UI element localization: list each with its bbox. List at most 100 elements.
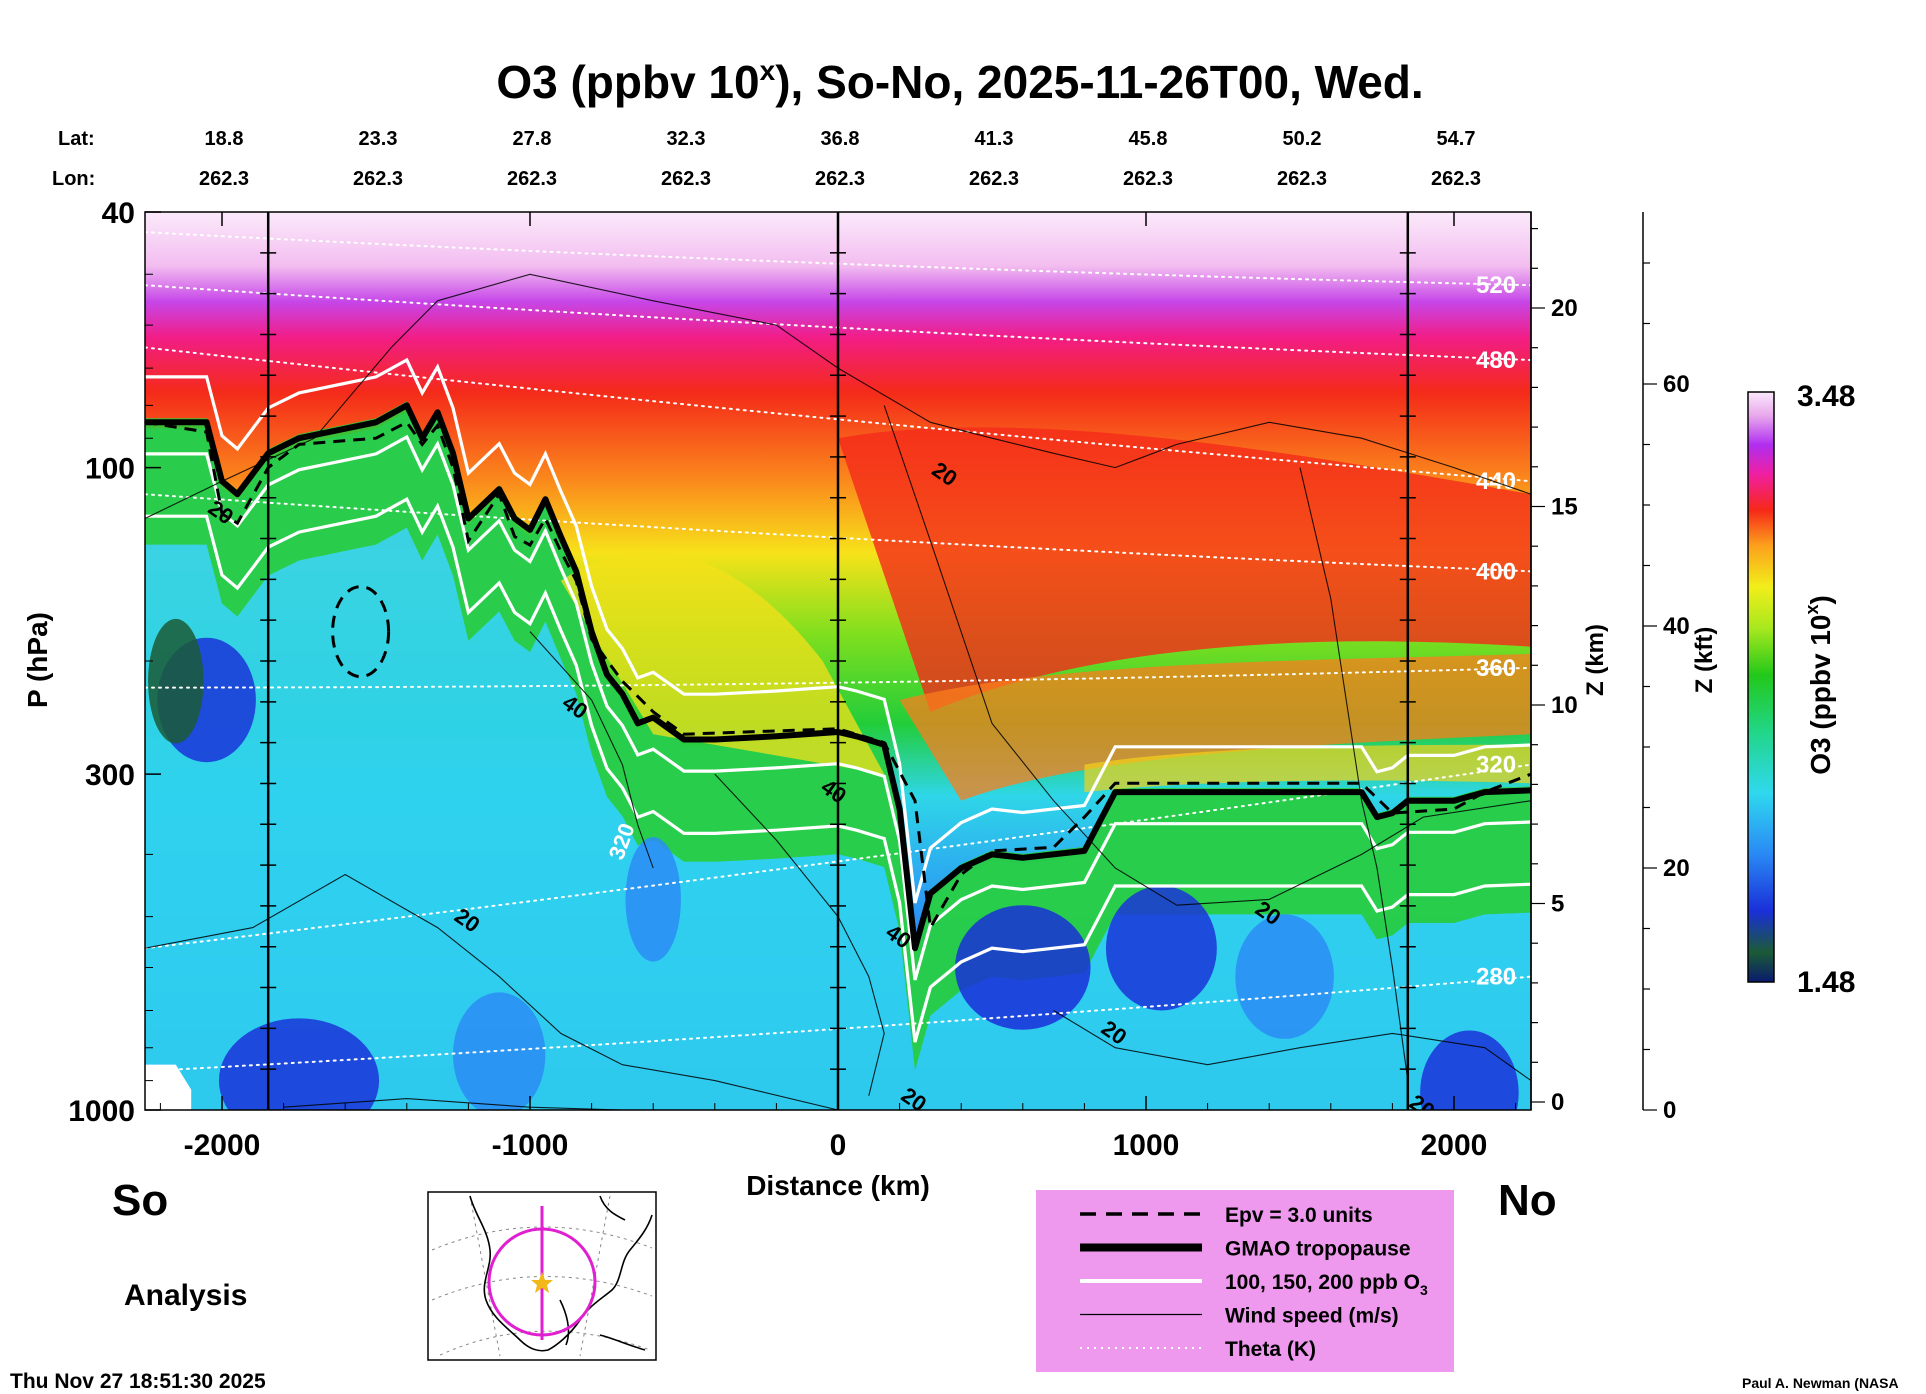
lat-value: 23.3 [359,128,398,150]
z-km-tick-label: 10 [1551,692,1578,719]
colorbar-min: 1.48 [1797,966,1855,999]
x-tick-label: 2000 [1421,1129,1488,1162]
x-tick-label: 1000 [1113,1129,1180,1162]
lat-value: 18.8 [205,128,244,150]
wind-speed-contour [1299,467,1409,1081]
y-axis-label: P (hPa) [22,612,53,708]
colorbar [1747,391,1775,983]
lon-label: Lon: [52,168,95,190]
north-label: No [1498,1176,1557,1225]
x-axis: -2000 -1000 0 1000 2000 [159,212,1517,1162]
x-axis-label: Distance (km) [746,1170,930,1201]
z-kft-tick-label: 60 [1663,371,1690,398]
y-tick-label: 1000 [68,1095,135,1128]
z-km-axis: 0 5 10 15 20 [1530,212,1578,1116]
x-tick-label: -2000 [184,1129,261,1162]
legend-label: Epv = 3.0 units [1225,1204,1373,1227]
x-tick-label: -1000 [492,1129,569,1162]
wind-speed-contour [145,273,1531,519]
z-km-tick-label: 15 [1551,494,1578,521]
z-kft-tick-label: 40 [1663,613,1690,640]
south-label: So [112,1176,168,1225]
theta-label: 520 [1476,272,1516,299]
lon-value: 262.3 [661,168,711,190]
lat-value: 36.8 [821,128,860,150]
analysis-label: Analysis [124,1279,247,1312]
z-kft-axis-label: Z (kft) [1691,627,1718,694]
lat-value: 45.8 [1129,128,1168,150]
low-ozone-pocket [625,837,681,962]
z-kft-tick-label: 0 [1663,1097,1676,1124]
low-ozone-pocket [453,992,546,1110]
legend-label: 100, 150, 200 ppb O3 [1225,1271,1428,1298]
cross-section-markers [260,212,1416,1110]
wind-speed-contour [283,1098,623,1110]
low-ozone-pocket [1105,885,1217,1011]
x-tick-label: 0 [830,1129,847,1162]
lon-value: 262.3 [815,168,865,190]
timestamp: Thu Nov 27 18:51:30 2025 [10,1370,266,1393]
epv-contour [145,420,1531,933]
epv-contour-loop [331,585,391,679]
lat-value: 41.3 [975,128,1014,150]
colorbar-max: 3.48 [1797,380,1855,413]
lon-value: 262.3 [1123,168,1173,190]
inset-map [427,1191,657,1361]
y-tick-label: 40 [102,197,135,230]
z-km-axis-label: Z (km) [1582,624,1609,696]
theta-label: 360 [1476,655,1516,682]
theta-label: 280 [1476,964,1516,991]
center-star-icon [531,1272,553,1293]
wind-speed-contour [714,773,885,1096]
north-america-outline [469,1195,653,1352]
lat-lon-values: 18.8 262.3 23.3 262.3 27.8 262.3 32.3 262.3 36.8… [199,128,1481,190]
y-axis: 40 100 300 1000 [68,197,161,1128]
chart-title: O3 (ppbv 10x), So-No, 2025-11-26T00, Wed… [496,55,1423,108]
o3-ppb-contour [145,357,1531,904]
lat-value: 32.3 [667,128,706,150]
wind-speed-contour [883,405,1531,906]
lon-value: 262.3 [353,168,403,190]
colorbar-label: O3 (ppbv 10x) [1802,595,1836,775]
z-km-tick-label: 0 [1551,1089,1564,1116]
low-ozone-pocket [1235,914,1334,1039]
low-ozone-pocket [218,1018,380,1110]
lon-value: 262.3 [969,168,1019,190]
wind-speed-contour [145,873,839,1110]
theta-label: 320 [1476,752,1516,779]
lat-value: 54.7 [1437,128,1476,150]
ozone-red-core [838,427,1531,712]
tropopause-line [145,402,1531,952]
credit: Paul A. Newman (NASA [1742,1375,1899,1391]
z-km-tick-label: 5 [1551,891,1564,918]
lon-value: 262.3 [1277,168,1327,190]
missing-data-region [145,1064,192,1110]
legend: Epv = 3.0 units GMAO tropopause 100, 150, … [1036,1190,1454,1372]
low-ozone-pocket [1420,1030,1519,1110]
legend-label: Theta (K) [1225,1338,1316,1361]
legend-label: GMAO tropopause [1225,1238,1411,1261]
z-kft-axis: 0 20 40 60 [1642,212,1690,1124]
theta-label: 480 [1476,347,1516,374]
y-tick-label: 300 [85,759,135,792]
ozone-orange-band [899,653,1531,801]
lat-value: 50.2 [1283,128,1322,150]
theta-contour [145,346,1531,483]
lat-value: 27.8 [513,128,552,150]
theta-label: 400 [1476,558,1516,585]
lon-value: 262.3 [199,168,249,190]
wind-speed-contour [1053,1010,1531,1082]
wind-speed-contour [529,631,654,869]
o3-ppb-contour [145,496,1531,1043]
z-km-tick-label: 20 [1551,295,1578,322]
low-ozone-pocket [955,905,1091,1030]
low-ozone-pocket [148,618,204,744]
lat-label: Lat: [58,128,95,150]
ozone-yellow-patch [560,551,885,775]
o3-ppb-contour [145,434,1531,981]
y-tick-label: 100 [85,453,135,486]
lon-value: 262.3 [507,168,557,190]
z-kft-tick-label: 20 [1663,855,1690,882]
legend-label: Wind speed (m/s) [1225,1305,1399,1328]
